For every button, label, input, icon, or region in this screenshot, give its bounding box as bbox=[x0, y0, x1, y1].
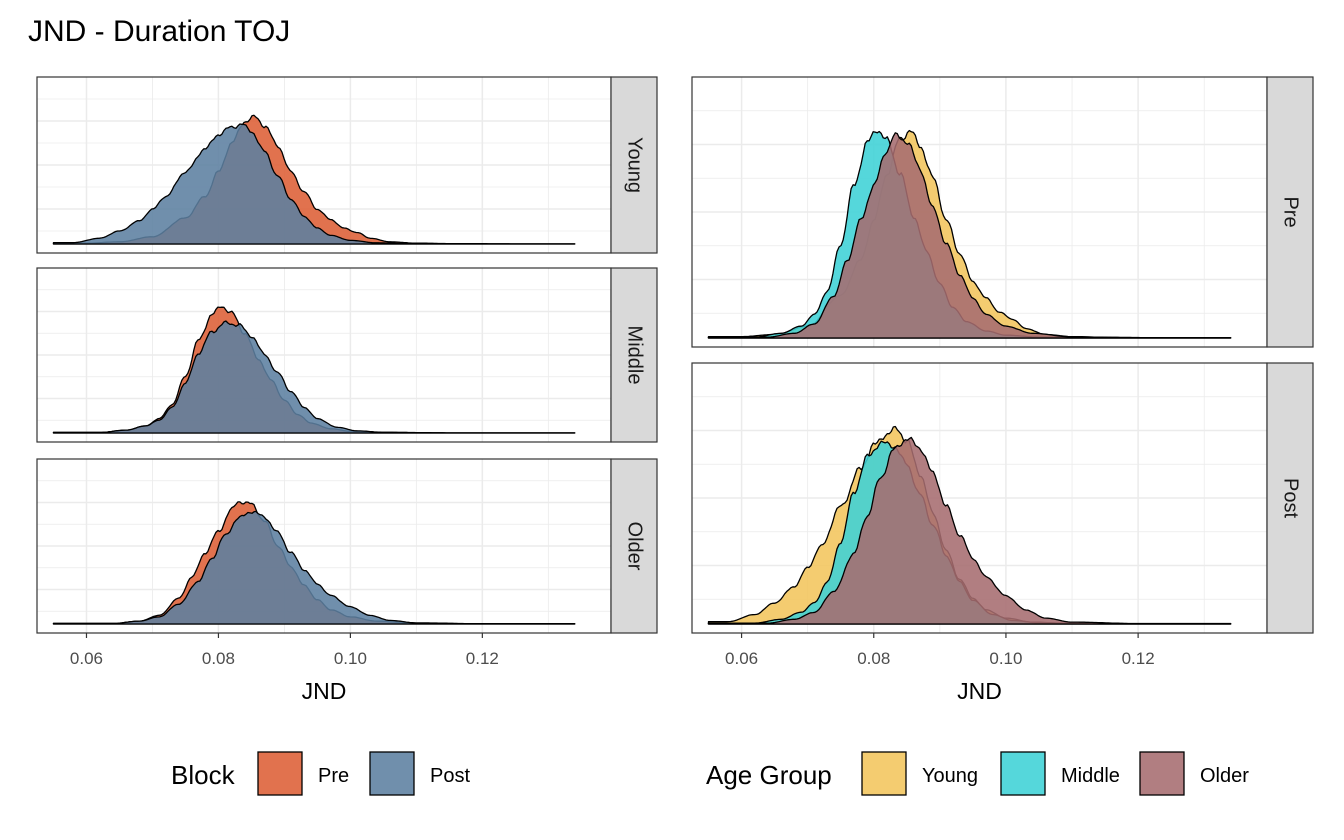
density-area-post bbox=[52, 510, 576, 625]
legend-label: Young bbox=[922, 765, 978, 787]
density-area-older bbox=[707, 132, 1232, 339]
density-area-post bbox=[52, 320, 576, 434]
legend-age-group: Age Group Young Middle Older bbox=[706, 751, 1249, 796]
legend-label: Middle bbox=[1061, 765, 1120, 787]
legend-key-post bbox=[369, 751, 415, 796]
facet-panel-older: Older bbox=[36, 458, 658, 634]
facet-strip bbox=[610, 267, 658, 443]
right-chart-age-by-block: Pre Post 0.06 0.08 0.10 0.12 JND bbox=[691, 76, 1314, 704]
facet-panel-post: Post bbox=[691, 362, 1314, 634]
density-area-post bbox=[52, 123, 576, 245]
legend-title: Age Group bbox=[706, 760, 832, 790]
x-axis-title: JND bbox=[957, 678, 1002, 704]
facet-strip bbox=[610, 76, 658, 254]
facet-panel-middle: Middle bbox=[36, 267, 658, 443]
x-tick-label: 0.06 bbox=[70, 649, 103, 668]
facet-strip-label: Middle bbox=[624, 326, 646, 385]
legend-label: Pre bbox=[318, 765, 349, 787]
density-area-older bbox=[707, 436, 1232, 625]
legend-key-young bbox=[861, 751, 907, 796]
legend-key-middle bbox=[1000, 751, 1046, 796]
x-tick-label: 0.08 bbox=[857, 649, 890, 668]
facet-strip bbox=[1266, 76, 1314, 348]
facet-strip-label: Older bbox=[624, 522, 646, 571]
legend-key-older bbox=[1139, 751, 1185, 796]
legend-label: Post bbox=[430, 765, 470, 787]
left-chart-block-by-age: Young Middle Older 0.06 0.08 0.10 0.12 JND bbox=[36, 76, 658, 704]
x-tick-label: 0.12 bbox=[466, 649, 499, 668]
facet-strip-label: Post bbox=[1280, 478, 1302, 518]
facet-panel-young: Young bbox=[36, 76, 658, 254]
legend-key-pre bbox=[257, 751, 303, 796]
x-axis-title: JND bbox=[302, 678, 347, 704]
legend-label: Older bbox=[1200, 765, 1249, 787]
facet-strip bbox=[610, 458, 658, 634]
x-tick-label: 0.06 bbox=[725, 649, 758, 668]
facet-panel-pre: Pre bbox=[691, 76, 1314, 348]
facet-strip-label: Pre bbox=[1280, 196, 1302, 227]
x-tick-label: 0.10 bbox=[989, 649, 1022, 668]
chart-title: JND - Duration TOJ bbox=[28, 15, 290, 48]
x-tick-label: 0.08 bbox=[202, 649, 235, 668]
legend-block: Block Pre Post bbox=[171, 751, 470, 796]
legends: Block Pre Post Age Group Young Middle Older bbox=[171, 751, 1249, 796]
x-tick-label: 0.12 bbox=[1122, 649, 1155, 668]
facet-strip-label: Young bbox=[624, 137, 646, 193]
legend-title: Block bbox=[171, 760, 236, 790]
x-axis: 0.06 0.08 0.10 0.12 JND bbox=[725, 633, 1155, 704]
facet-strip bbox=[1266, 362, 1314, 634]
x-axis: 0.06 0.08 0.10 0.12 JND bbox=[70, 633, 499, 704]
x-tick-label: 0.10 bbox=[334, 649, 367, 668]
